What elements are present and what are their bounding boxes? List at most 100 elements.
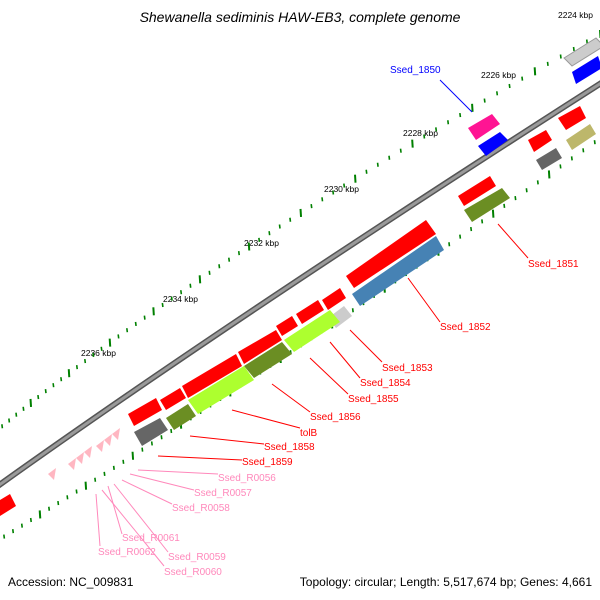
- trna-feature: [68, 458, 76, 470]
- ruler-tick: [160, 435, 163, 440]
- gene-label-ssed-1855: Ssed_1855: [348, 394, 399, 405]
- ruler-tick: [126, 328, 129, 333]
- ruler-tick: [459, 234, 462, 239]
- ruler-tick: [38, 510, 42, 519]
- gene-label-ssed-r0060: Ssed_R0060: [164, 567, 222, 578]
- leader-line-1851: [497, 223, 529, 259]
- ruler-tick: [108, 338, 112, 347]
- gene-feature-ssed-1855: [244, 342, 292, 378]
- leader-line-1852: [407, 277, 441, 323]
- ruler-tick: [48, 506, 51, 511]
- gene-feature-ssed-1851: [464, 188, 510, 222]
- ruler-tick: [559, 54, 562, 59]
- gene-label-ssed-r0062: Ssed_R0062: [98, 547, 156, 558]
- ruler-tick: [52, 383, 55, 388]
- ruler-tick: [536, 180, 539, 185]
- ruler-tick: [189, 283, 192, 288]
- ruler-tick: [143, 315, 146, 320]
- ruler-tick: [546, 61, 549, 66]
- ruler-tick: [399, 148, 402, 153]
- ruler-tick: [131, 451, 135, 460]
- ruler-tick: [92, 352, 95, 358]
- gene-feature-red-1858: [160, 388, 186, 410]
- ruler-labels: 2224 kbp 2226 kbp 2228 kbp 2230 kbp 2232…: [81, 10, 593, 358]
- ruler-tick: [150, 441, 153, 446]
- ruler-tick: [332, 190, 335, 195]
- ruler-tick: [559, 164, 562, 169]
- gene-label-ssed-1859: Ssed_1859: [242, 457, 293, 468]
- leader-line-1854: [329, 341, 361, 379]
- ruler-tick: [134, 321, 137, 327]
- ruler-tick: [152, 307, 155, 316]
- ruler-tick: [582, 148, 585, 153]
- leader-line-r0061: [107, 485, 123, 535]
- ruler-tick: [117, 334, 120, 339]
- genome-backbone: [0, 80, 600, 489]
- ruler-tick: [66, 495, 69, 500]
- ruler-tick: [29, 517, 32, 523]
- ruler-tick: [289, 217, 292, 222]
- gene-labels: Ssed_1850 Ssed_1851 Ssed_1852 Ssed_1853 …: [98, 65, 579, 578]
- ruler-tick: [198, 275, 202, 284]
- gene-features: [0, 37, 600, 516]
- ruler-tick: [570, 156, 573, 161]
- ruler-label-2234: 2234 kbp: [163, 294, 198, 304]
- ruler-tick: [496, 91, 499, 96]
- ruler-tick: [103, 471, 106, 476]
- ruler-tick: [354, 174, 357, 183]
- ruler-tick: [122, 459, 125, 464]
- ruler-tick: [11, 529, 15, 534]
- ruler-tick: [343, 183, 346, 188]
- ruler-tick: [112, 465, 115, 470]
- ruler-tick: [60, 377, 63, 382]
- ruler-tick: [268, 231, 271, 236]
- ruler-tick: [208, 270, 211, 275]
- ruler-tick: [525, 188, 528, 193]
- ruler-tick: [44, 389, 47, 394]
- ruler-tick: [514, 196, 517, 201]
- ruler-tick: [278, 224, 281, 229]
- ruler-tick: [593, 140, 596, 145]
- trna-feature: [48, 468, 56, 480]
- ruler-label-2224: 2224 kbp: [558, 10, 593, 20]
- ruler-label-2236: 2236 kbp: [81, 348, 116, 358]
- gene-feature-red-1859: [128, 398, 162, 426]
- leader-line-tolb: [231, 409, 301, 429]
- ruler-tick: [299, 208, 303, 218]
- trna-feature: [112, 428, 120, 440]
- ruler-tick: [84, 358, 87, 364]
- gene-feature-ssed-1850: [468, 114, 500, 140]
- gene-feature-gray-small: [536, 148, 562, 170]
- ruler-tick: [435, 127, 438, 132]
- gene-feature-light-gray: [563, 37, 600, 67]
- ruler-tick: [585, 39, 589, 44]
- ruler-tick: [521, 76, 524, 81]
- gene-feature-red-1853: [322, 288, 346, 310]
- gene-feature-tolb: [166, 404, 196, 430]
- gene-feature-red-1856: [238, 330, 282, 364]
- ruler-label-2230: 2230 kbp: [324, 184, 359, 194]
- leader-line-r0058: [121, 479, 173, 505]
- leader-line-r0059: [113, 483, 169, 553]
- ruler-tick: [161, 302, 164, 308]
- trna-feature: [104, 434, 112, 446]
- ruler-tick: [459, 112, 462, 118]
- trna-feature: [76, 452, 84, 464]
- gene-feature-blue-arrow: [478, 132, 508, 156]
- gene-feature-red-1851: [458, 176, 496, 206]
- ruler-tick: [365, 169, 368, 174]
- gene-feature-red-left: [0, 494, 16, 516]
- ruler-tick: [100, 346, 103, 351]
- ruler-tick: [57, 500, 60, 506]
- leader-line-r0062: [95, 493, 101, 547]
- ruler-tick: [310, 204, 313, 209]
- ruler-tick: [22, 406, 25, 411]
- leader-line-r0056: [137, 469, 219, 475]
- ruler-tick: [547, 170, 551, 179]
- ruler-tick: [75, 489, 78, 494]
- gene-feature-red-right: [558, 106, 586, 130]
- gene-label-ssed-1854: Ssed_1854: [360, 378, 411, 389]
- ruler-tick: [258, 237, 261, 242]
- ruler-tick: [75, 365, 79, 370]
